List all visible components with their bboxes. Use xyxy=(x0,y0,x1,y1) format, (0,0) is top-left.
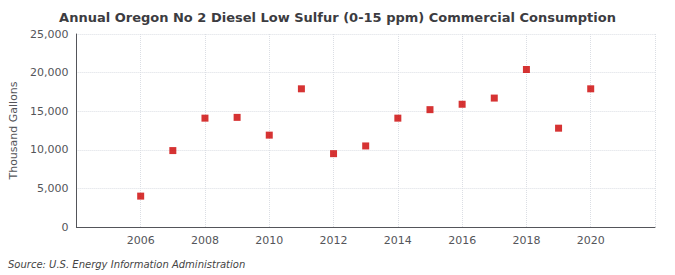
svg-text:2018: 2018 xyxy=(512,234,540,247)
svg-text:Thousand Gallons: Thousand Gallons xyxy=(7,81,20,180)
svg-text:15,000: 15,000 xyxy=(30,105,69,118)
svg-text:2006: 2006 xyxy=(127,234,155,247)
svg-text:2014: 2014 xyxy=(384,234,412,247)
svg-text:5,000: 5,000 xyxy=(37,182,69,195)
svg-text:Annual Oregon No 2 Diesel Low: Annual Oregon No 2 Diesel Low Sulfur (0-… xyxy=(59,10,616,25)
svg-text:2020: 2020 xyxy=(577,234,605,247)
svg-text:0: 0 xyxy=(61,221,68,234)
svg-text:20,000: 20,000 xyxy=(30,66,69,79)
svg-text:2010: 2010 xyxy=(255,234,283,247)
svg-text:2016: 2016 xyxy=(448,234,476,247)
svg-text:25,000: 25,000 xyxy=(30,28,69,41)
svg-text:2008: 2008 xyxy=(191,234,219,247)
svg-text:2012: 2012 xyxy=(320,234,348,247)
svg-text:Source: U.S. Energy Informatio: Source: U.S. Energy Information Administ… xyxy=(8,259,245,270)
svg-text:10,000: 10,000 xyxy=(30,143,69,156)
